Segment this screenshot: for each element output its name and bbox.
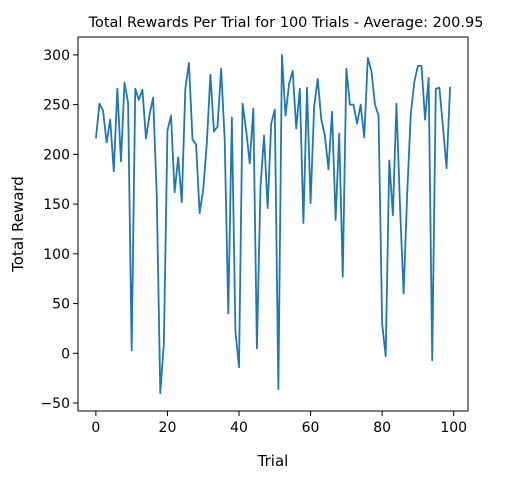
- plot-area: [77, 36, 469, 412]
- y-axis-label: Total Reward: [9, 176, 27, 273]
- y-axis: −50 0 50 100 150 200 250 300: [40, 48, 78, 412]
- y-tick-label: 100: [43, 247, 70, 263]
- y-tick-label: 200: [43, 147, 70, 163]
- y-tick-label: −50: [40, 396, 70, 412]
- x-tick-label: 0: [91, 420, 100, 436]
- x-tick-label: 80: [373, 420, 391, 436]
- plot-frame: [77, 36, 469, 412]
- x-tick-label: 60: [302, 420, 320, 436]
- chart-title: Total Rewards Per Trial for 100 Trials -…: [88, 15, 484, 31]
- x-tick-label: 40: [230, 420, 248, 436]
- x-tick-label: 100: [440, 420, 467, 436]
- x-tick-label: 20: [159, 420, 177, 436]
- y-tick-label: 150: [43, 197, 70, 213]
- y-tick-label: 0: [61, 346, 70, 362]
- y-tick-label: 250: [43, 98, 70, 114]
- y-tick-label: 300: [43, 48, 70, 64]
- series-line: [94, 54, 452, 395]
- y-tick-label: 50: [52, 297, 70, 313]
- x-axis-label: Trial: [257, 452, 289, 470]
- x-axis: 0 20 40 60 80 100: [91, 411, 467, 436]
